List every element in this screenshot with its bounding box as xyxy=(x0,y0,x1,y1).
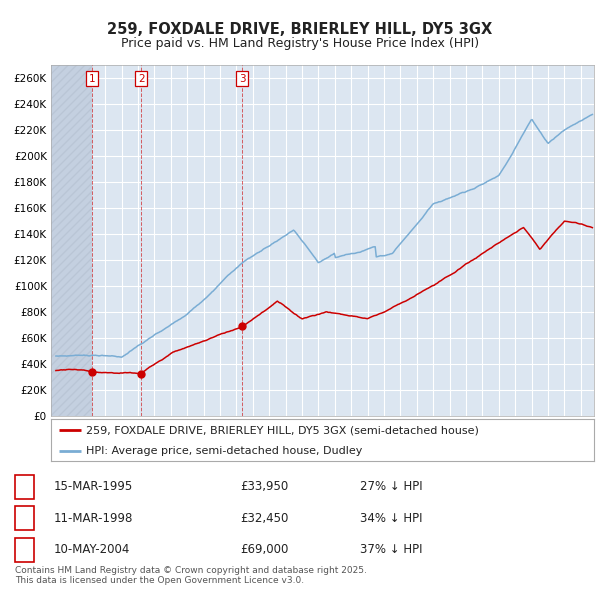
Text: £69,000: £69,000 xyxy=(240,543,289,556)
Text: 27% ↓ HPI: 27% ↓ HPI xyxy=(360,480,422,493)
Text: 1: 1 xyxy=(89,74,95,84)
Text: 15-MAR-1995: 15-MAR-1995 xyxy=(54,480,133,493)
Bar xyxy=(51,65,92,416)
Text: 259, FOXDALE DRIVE, BRIERLEY HILL, DY5 3GX (semi-detached house): 259, FOXDALE DRIVE, BRIERLEY HILL, DY5 3… xyxy=(86,425,479,435)
Bar xyxy=(51,65,92,416)
Text: 2: 2 xyxy=(21,512,28,525)
Text: 259, FOXDALE DRIVE, BRIERLEY HILL, DY5 3GX: 259, FOXDALE DRIVE, BRIERLEY HILL, DY5 3… xyxy=(107,22,493,37)
Text: 3: 3 xyxy=(239,74,245,84)
Text: HPI: Average price, semi-detached house, Dudley: HPI: Average price, semi-detached house,… xyxy=(86,446,362,455)
Text: 37% ↓ HPI: 37% ↓ HPI xyxy=(360,543,422,556)
Text: £32,450: £32,450 xyxy=(240,512,289,525)
Text: £33,950: £33,950 xyxy=(240,480,288,493)
Text: Price paid vs. HM Land Registry's House Price Index (HPI): Price paid vs. HM Land Registry's House … xyxy=(121,37,479,50)
Text: 11-MAR-1998: 11-MAR-1998 xyxy=(54,512,133,525)
Text: Contains HM Land Registry data © Crown copyright and database right 2025.
This d: Contains HM Land Registry data © Crown c… xyxy=(15,566,367,585)
Text: 1: 1 xyxy=(21,480,28,493)
Text: 3: 3 xyxy=(21,543,28,556)
Text: 34% ↓ HPI: 34% ↓ HPI xyxy=(360,512,422,525)
Text: 10-MAY-2004: 10-MAY-2004 xyxy=(54,543,130,556)
Text: 2: 2 xyxy=(138,74,145,84)
